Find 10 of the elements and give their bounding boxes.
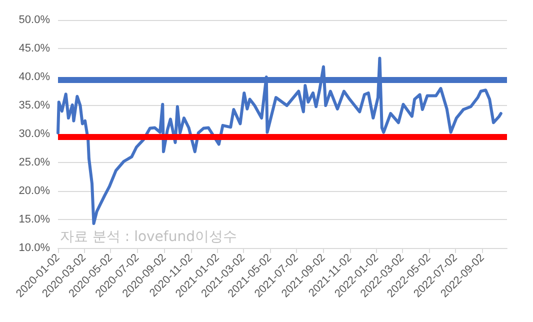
y-tick-label: 40.0% xyxy=(18,71,50,83)
y-tick-label: 50.0% xyxy=(18,14,50,26)
y-tick-label: 35.0% xyxy=(18,100,50,112)
y-tick-label: 15.0% xyxy=(18,214,50,226)
y-tick-label: 25.0% xyxy=(18,156,50,168)
y-tick-label: 10.0% xyxy=(18,242,50,254)
y-tick-label: 30.0% xyxy=(18,128,50,140)
y-tick-label: 45.0% xyxy=(18,42,50,54)
y-tick-label: 20.0% xyxy=(18,185,50,197)
annotation: 자료 분석 : lovefund이성수 xyxy=(60,229,237,245)
